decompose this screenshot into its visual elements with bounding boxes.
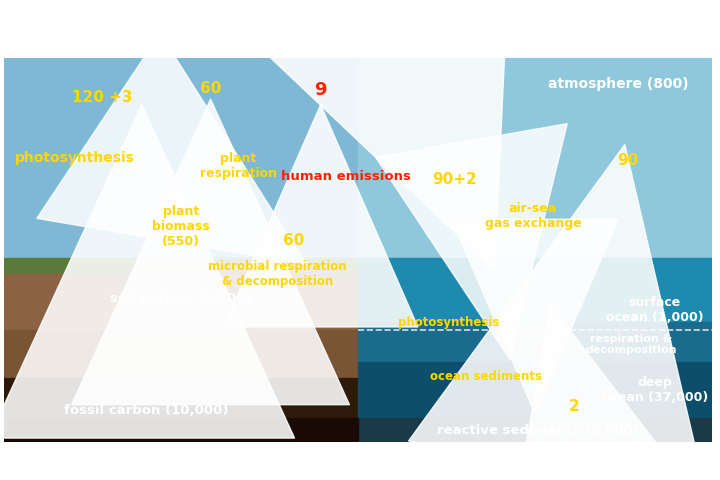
Text: 90: 90 [618,153,639,168]
Polygon shape [4,330,358,378]
Text: microbial respiration
& decomposition: microbial respiration & decomposition [208,260,347,288]
Text: surface
ocean (1,000): surface ocean (1,000) [606,296,703,324]
Polygon shape [358,58,712,258]
Text: plant
biomass
(550): plant biomass (550) [152,204,210,248]
Polygon shape [4,58,358,258]
Text: atmosphere (800): atmosphere (800) [548,76,689,91]
Text: 120 +3: 120 +3 [72,90,132,106]
Text: human emissions: human emissions [282,170,411,183]
Polygon shape [358,418,712,442]
Polygon shape [4,418,358,442]
Polygon shape [358,258,712,322]
Text: photosynthesis: photosynthesis [397,315,499,329]
Text: plant
respiration: plant respiration [199,152,276,180]
Text: 60: 60 [200,81,221,96]
Polygon shape [358,322,712,362]
Text: deep
ocean (37,000): deep ocean (37,000) [602,376,708,404]
Text: 90+2: 90+2 [432,172,477,187]
Text: photosynthesis: photosynthesis [15,151,135,165]
Polygon shape [4,274,358,330]
Text: 60: 60 [284,233,305,248]
Text: 9: 9 [315,81,327,99]
Text: respiration &
decomposition: respiration & decomposition [585,334,677,355]
Text: ocean sediments: ocean sediments [430,370,541,383]
Polygon shape [4,378,358,442]
Polygon shape [4,258,358,274]
Text: air-sea
gas exchange: air-sea gas exchange [485,203,581,230]
Text: soil carbon (2,300): soil carbon (2,300) [110,291,252,304]
Text: reactive sediments (6,000): reactive sediments (6,000) [437,424,639,437]
Polygon shape [358,362,712,418]
Text: fossil carbon (10,000): fossil carbon (10,000) [64,404,229,417]
Text: 2: 2 [569,398,580,414]
